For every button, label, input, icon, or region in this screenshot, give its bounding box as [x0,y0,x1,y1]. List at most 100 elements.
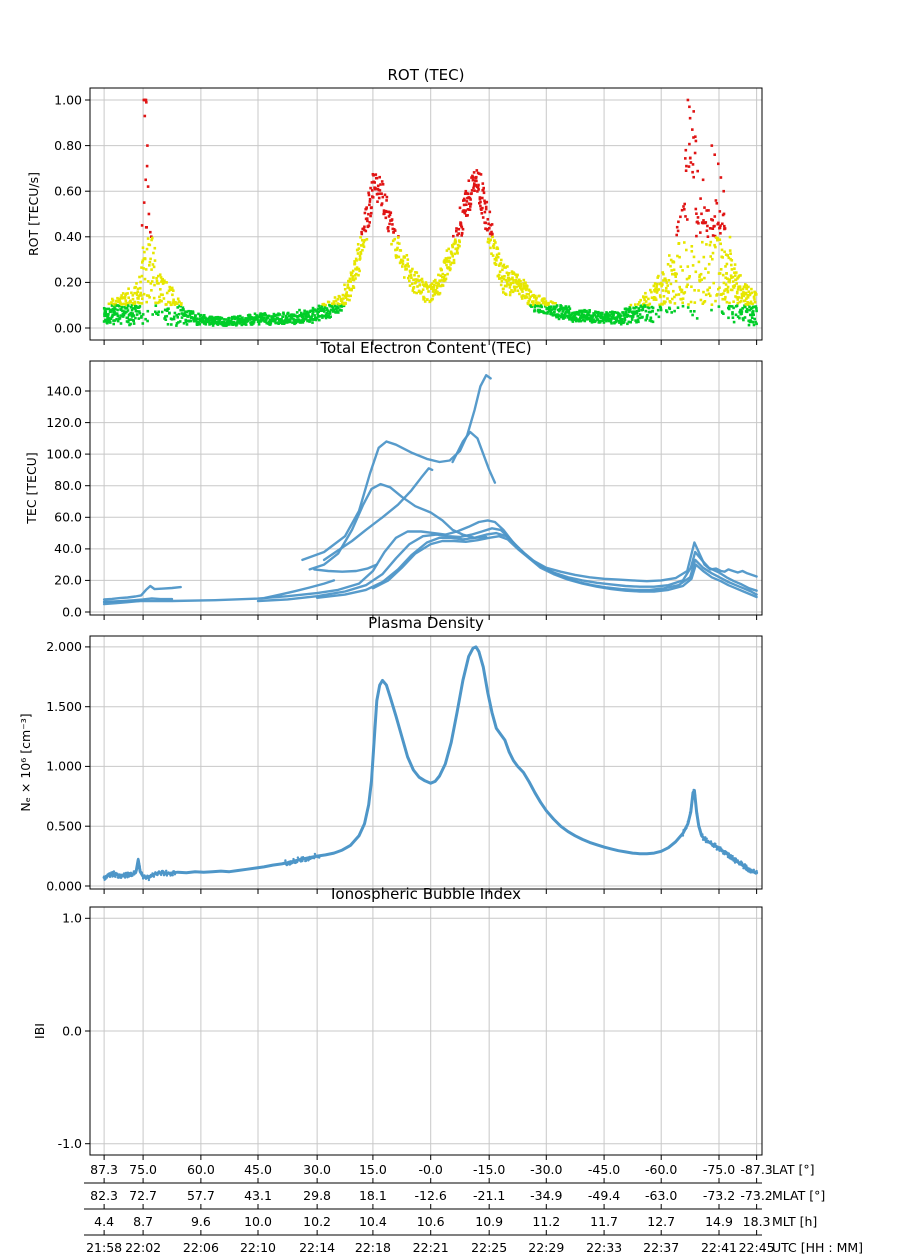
lat-tick-label: -0.0 [419,1162,443,1177]
rot-data-point [141,246,145,249]
rot-data-point [121,292,125,295]
rot-data-point [280,318,283,321]
rot-data-point [447,256,450,260]
rot-data-point [735,282,738,285]
rot-data-point [430,282,434,285]
rot-data-point [452,261,456,265]
rot-data-point [728,235,732,239]
rot-data-point [755,293,758,296]
rot-data-point [461,227,465,231]
rot-data-point [554,306,557,310]
rot-data-point [159,276,163,279]
rot-data-point [506,273,510,277]
rot-data-point [518,278,521,282]
rot-data-point [239,320,242,324]
rot-data-point [750,320,753,323]
rot-data-point [610,312,614,316]
rot-data-point [230,317,234,321]
rot-data-point [117,314,120,318]
rot-data-point [519,283,522,286]
rot-data-point [747,323,751,327]
rot-data-point [102,320,106,323]
tec-trace [264,579,336,599]
rot-data-point [135,282,138,285]
rot-data-point [736,288,740,291]
rot-data-point [548,307,551,311]
rot-data-point [473,182,476,185]
mlt-tick-label: 11.7 [590,1214,618,1229]
ne-noise-point [687,820,690,823]
rot-data-point [146,280,150,283]
rot-data-point [185,310,189,314]
rot-data-point [522,282,525,285]
rot-data-point [176,306,179,309]
tec-trace [301,374,492,562]
rot-data-point [452,234,455,238]
rot-data-point [222,318,226,321]
rot-data-point [380,202,384,205]
rot-data-point [644,318,647,322]
rot-data-point [502,291,505,294]
rot-data-point [323,310,326,313]
rot-data-point [521,290,524,293]
rot-data-point [672,268,676,272]
rot-data-point [463,192,467,195]
rot-data-point [310,315,314,318]
rot-data-point [326,309,330,312]
utc-tick-label: 22:21 [413,1240,449,1255]
rot-data-point [376,200,379,203]
ibi-ytick-label: -1.0 [58,1136,82,1151]
rot-data-point [420,290,423,294]
rot-data-point [683,202,686,206]
rot-data-point [182,308,185,311]
rot-data-point [497,252,501,255]
ne-noise-point [723,853,726,856]
rot-data-point [211,324,215,327]
rot-data-point [187,309,190,313]
rot-data-point [726,254,729,257]
rot-data-point [678,255,681,259]
rot-data-point [481,206,484,210]
rot-data-point [631,315,635,318]
rot-data-point [397,255,401,259]
rot-data-point [127,287,130,290]
rot-data-point [201,318,204,321]
rot-data-point [127,318,131,322]
rot-data-point [333,304,337,308]
rot-data-point [661,271,664,274]
rot-data-point [671,297,674,301]
rot-data-point [617,319,621,323]
rot-data-point [285,319,288,323]
rot-data-point [360,232,364,236]
rot-data-point [475,175,478,179]
rot-data-point [515,285,518,289]
rot-data-point [237,320,241,323]
rot-data-point [451,261,454,265]
rot-data-point [327,312,330,315]
rot-data-point [154,301,157,305]
rot-data-point [146,309,150,313]
rot-data-point [430,285,434,289]
rot-data-point [690,250,694,253]
rot-data-point [353,274,357,277]
rot-data-point [557,317,561,321]
rot-data-point [350,271,354,275]
ne-noise-point [694,794,697,797]
rot-data-point [737,296,741,299]
rot-data-point [321,309,325,312]
ne-noise-point [123,876,127,879]
rot-data-point [396,241,399,245]
rot-data-point [442,276,446,279]
rot-data-point [393,229,397,232]
rot-data-point [739,288,743,292]
mlt-tick-label: 4.4 [94,1214,114,1229]
rot-data-point [727,307,731,311]
rot-data-point [314,318,318,322]
rot-data-point [694,135,697,138]
rot-data-point [731,312,734,316]
rot-data-point [589,314,592,318]
rot-data-point [525,292,529,296]
rot-data-point [321,316,324,319]
